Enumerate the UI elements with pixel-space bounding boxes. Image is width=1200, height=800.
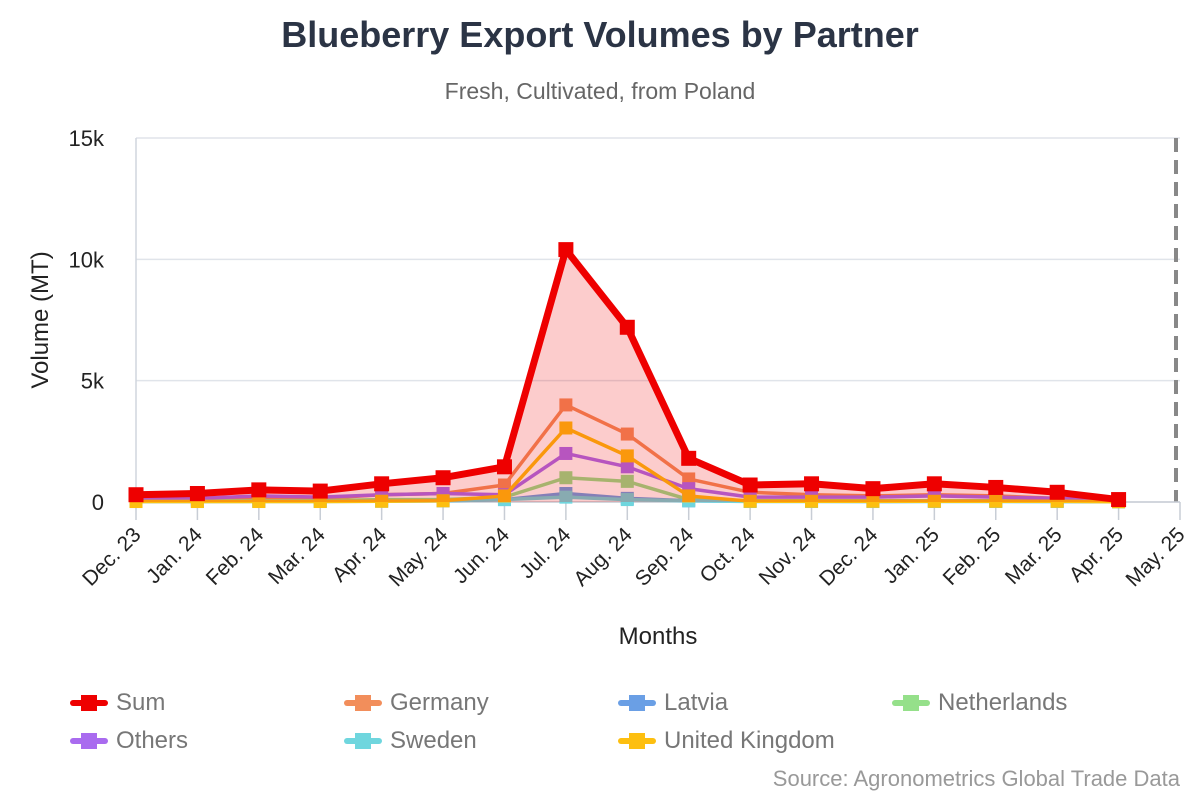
x-tick-label: Apr. 24 — [328, 523, 392, 587]
legend-item-germany[interactable]: Germany — [344, 686, 489, 720]
legend-symbol — [70, 693, 108, 713]
data-point[interactable] — [989, 494, 1003, 508]
source-credit: Source: Agronometrics Global Trade Data — [772, 766, 1180, 791]
data-point[interactable] — [620, 493, 634, 507]
x-tick-label: Feb. 25 — [939, 523, 1006, 590]
data-point[interactable] — [620, 474, 634, 488]
x-tick-label: Apr. 25 — [1065, 523, 1128, 586]
data-point[interactable] — [620, 460, 634, 474]
data-point[interactable] — [558, 242, 574, 258]
x-tick-label: Jul. 24 — [515, 523, 575, 583]
y-axis-title: Volume (MT) — [27, 251, 54, 388]
data-point[interactable] — [435, 470, 451, 486]
legend-symbol — [344, 731, 382, 751]
y-tick-label: 5k — [81, 369, 105, 394]
legend-item-united-kingdom[interactable]: United Kingdom — [618, 724, 835, 758]
data-point[interactable] — [804, 476, 820, 492]
data-point[interactable] — [927, 494, 941, 508]
legend-symbol — [344, 693, 382, 713]
x-tick-label: Nov. 24 — [755, 523, 822, 590]
data-point[interactable] — [742, 477, 758, 493]
x-tick-label: May. 24 — [385, 523, 453, 591]
legend-symbol — [618, 731, 656, 751]
legend-symbol — [892, 693, 930, 713]
y-axis: 0 5k 10k 15k — [69, 126, 105, 515]
data-point[interactable] — [988, 479, 1004, 495]
data-point[interactable] — [620, 427, 634, 441]
legend-label: Others — [116, 727, 189, 754]
data-point[interactable] — [559, 471, 573, 485]
y-tick-label: 10k — [69, 247, 105, 272]
data-point[interactable] — [559, 421, 573, 435]
legend-item-sweden[interactable]: Sweden — [344, 724, 477, 758]
x-tick-label: Dec. 24 — [815, 523, 883, 591]
data-point[interactable] — [559, 490, 573, 504]
legend-label: Sum — [116, 689, 166, 716]
chart-subtitle: Fresh, Cultivated, from Poland — [444, 78, 756, 104]
chart-title: Blueberry Export Volumes by Partner — [281, 14, 919, 55]
legend-label: Latvia — [664, 689, 729, 716]
x-tick-label: Jan. 25 — [879, 523, 944, 588]
y-tick-label: 15k — [69, 126, 105, 151]
series-area — [128, 242, 1127, 509]
data-point[interactable] — [496, 459, 512, 475]
x-tick-label: Mar. 25 — [1001, 523, 1067, 589]
legend-symbol — [618, 693, 656, 713]
data-point[interactable] — [374, 476, 390, 492]
data-point[interactable] — [681, 450, 697, 466]
data-point[interactable] — [805, 494, 819, 508]
data-point[interactable] — [251, 482, 267, 498]
data-point[interactable] — [1049, 484, 1065, 500]
data-point[interactable] — [375, 494, 389, 508]
data-point[interactable] — [620, 449, 634, 463]
legend-label: Sweden — [390, 727, 477, 754]
data-point[interactable] — [252, 495, 266, 509]
legend: Sum Germany Latvia Netherlands Others Sweden U… — [70, 686, 1170, 766]
x-tick-label: Jan. 24 — [142, 523, 207, 588]
x-tick-label: Jun. 24 — [449, 523, 514, 588]
series-sum — [128, 242, 1127, 508]
legend-item-latvia[interactable]: Latvia — [618, 686, 728, 720]
data-point[interactable] — [559, 446, 573, 460]
data-point[interactable] — [619, 319, 635, 335]
x-tick-label: Dec. 23 — [78, 523, 145, 590]
x-tick-label: Aug. 24 — [569, 523, 637, 591]
data-point[interactable] — [682, 489, 696, 503]
data-point[interactable] — [436, 494, 450, 508]
data-point[interactable] — [497, 489, 511, 503]
data-point[interactable] — [128, 487, 144, 503]
data-point[interactable] — [559, 398, 573, 412]
data-point[interactable] — [1111, 492, 1127, 508]
x-tick-label: Sep. 24 — [631, 523, 699, 591]
data-point[interactable] — [312, 483, 328, 499]
x-tick-label: Feb. 24 — [202, 523, 269, 590]
x-tick-label: Oct. 24 — [696, 523, 760, 587]
legend-item-netherlands[interactable]: Netherlands — [892, 686, 1067, 720]
y-tick-label: 0 — [92, 490, 104, 515]
x-axis-title: Months — [619, 623, 698, 650]
legend-label: United Kingdom — [664, 727, 835, 754]
legend-symbol — [70, 731, 108, 751]
data-point[interactable] — [866, 494, 880, 508]
data-point[interactable] — [743, 494, 757, 508]
area-fill — [136, 249, 1119, 502]
x-tick-label: May. 25 — [1122, 523, 1190, 591]
data-point[interactable] — [189, 486, 205, 502]
data-point[interactable] — [865, 481, 881, 497]
x-tick-label: Mar. 24 — [264, 523, 330, 589]
legend-item-others[interactable]: Others — [70, 724, 188, 758]
legend-label: Germany — [390, 689, 489, 716]
legend-label: Netherlands — [938, 689, 1068, 716]
legend-item-sum[interactable]: Sum — [70, 686, 165, 720]
data-point[interactable] — [926, 476, 942, 492]
